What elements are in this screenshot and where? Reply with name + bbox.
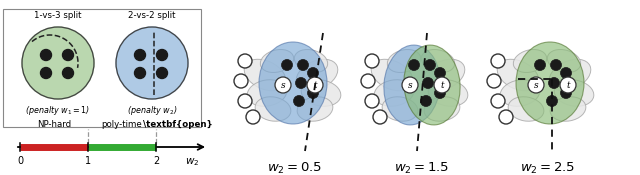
Ellipse shape <box>547 50 580 72</box>
Ellipse shape <box>260 50 294 72</box>
Ellipse shape <box>423 59 465 91</box>
Circle shape <box>491 94 505 108</box>
Ellipse shape <box>550 97 586 121</box>
Circle shape <box>373 110 387 124</box>
Ellipse shape <box>259 42 327 124</box>
Ellipse shape <box>301 80 341 106</box>
Text: s: s <box>281 80 285 89</box>
Ellipse shape <box>516 42 584 124</box>
Circle shape <box>40 50 51 61</box>
Text: s: s <box>534 80 538 89</box>
Ellipse shape <box>296 59 338 91</box>
Circle shape <box>157 68 168 79</box>
Circle shape <box>528 77 544 93</box>
Ellipse shape <box>384 45 440 125</box>
Circle shape <box>402 77 418 93</box>
Circle shape <box>234 74 248 88</box>
Text: $w_2 = 2.5$: $w_2 = 2.5$ <box>520 161 576 175</box>
Circle shape <box>307 77 323 93</box>
Ellipse shape <box>297 97 333 121</box>
FancyBboxPatch shape <box>3 9 201 127</box>
Circle shape <box>307 68 319 79</box>
Circle shape <box>275 77 291 93</box>
Ellipse shape <box>371 59 413 91</box>
Text: t: t <box>313 80 317 89</box>
Ellipse shape <box>497 59 539 91</box>
Text: $w_2 = 0.5$: $w_2 = 0.5$ <box>268 161 323 175</box>
Circle shape <box>282 60 292 71</box>
Ellipse shape <box>424 97 460 121</box>
Text: NP-hard: NP-hard <box>37 120 71 129</box>
Circle shape <box>296 78 307 89</box>
Ellipse shape <box>404 45 460 125</box>
Circle shape <box>403 79 413 90</box>
Ellipse shape <box>374 80 414 106</box>
Text: 1: 1 <box>85 156 91 166</box>
Text: poly-time: poly-time <box>102 120 142 129</box>
Ellipse shape <box>294 50 328 72</box>
Circle shape <box>547 96 557 107</box>
Ellipse shape <box>244 59 286 91</box>
Circle shape <box>550 60 561 71</box>
Circle shape <box>365 94 379 108</box>
Ellipse shape <box>500 80 540 106</box>
Circle shape <box>275 79 287 90</box>
Ellipse shape <box>508 97 544 121</box>
Circle shape <box>246 110 260 124</box>
Text: (penalty $w_2$): (penalty $w_2$) <box>127 104 177 117</box>
Circle shape <box>63 50 74 61</box>
Circle shape <box>294 96 305 107</box>
Circle shape <box>435 68 445 79</box>
Circle shape <box>238 54 252 68</box>
Ellipse shape <box>428 80 468 106</box>
Text: 2: 2 <box>153 156 159 166</box>
Circle shape <box>561 88 572 99</box>
Ellipse shape <box>247 80 287 106</box>
Ellipse shape <box>387 50 420 72</box>
Ellipse shape <box>554 80 594 106</box>
Circle shape <box>422 78 433 89</box>
Circle shape <box>361 74 375 88</box>
Circle shape <box>560 77 576 93</box>
Ellipse shape <box>513 50 547 72</box>
Circle shape <box>534 60 545 71</box>
Circle shape <box>365 54 379 68</box>
Circle shape <box>487 74 501 88</box>
Circle shape <box>307 88 319 99</box>
Circle shape <box>22 27 94 99</box>
Circle shape <box>134 68 145 79</box>
Circle shape <box>157 50 168 61</box>
Text: \textbf{open}: \textbf{open} <box>143 120 213 129</box>
Circle shape <box>420 96 431 107</box>
Circle shape <box>435 88 445 99</box>
Ellipse shape <box>255 97 291 121</box>
Circle shape <box>529 79 540 90</box>
Circle shape <box>116 27 188 99</box>
Circle shape <box>424 60 435 71</box>
Circle shape <box>134 50 145 61</box>
Circle shape <box>548 78 559 89</box>
Circle shape <box>408 60 419 71</box>
Text: 2-vs-2 split: 2-vs-2 split <box>128 11 176 20</box>
Text: t: t <box>566 80 570 89</box>
Circle shape <box>434 77 450 93</box>
Text: t: t <box>440 80 444 89</box>
Text: 0: 0 <box>17 156 23 166</box>
Circle shape <box>63 68 74 79</box>
Text: (penalty $w_1=1$): (penalty $w_1=1$) <box>26 104 91 117</box>
Circle shape <box>561 68 572 79</box>
Circle shape <box>298 60 308 71</box>
Ellipse shape <box>549 59 591 91</box>
Circle shape <box>499 110 513 124</box>
Text: 1-vs-3 split: 1-vs-3 split <box>35 11 82 20</box>
Circle shape <box>238 94 252 108</box>
Text: s: s <box>408 80 412 89</box>
Ellipse shape <box>421 50 454 72</box>
Text: $w_2 = 1.5$: $w_2 = 1.5$ <box>394 161 450 175</box>
Text: $w_2$: $w_2$ <box>185 156 199 168</box>
Circle shape <box>491 54 505 68</box>
Ellipse shape <box>382 97 418 121</box>
Circle shape <box>40 68 51 79</box>
